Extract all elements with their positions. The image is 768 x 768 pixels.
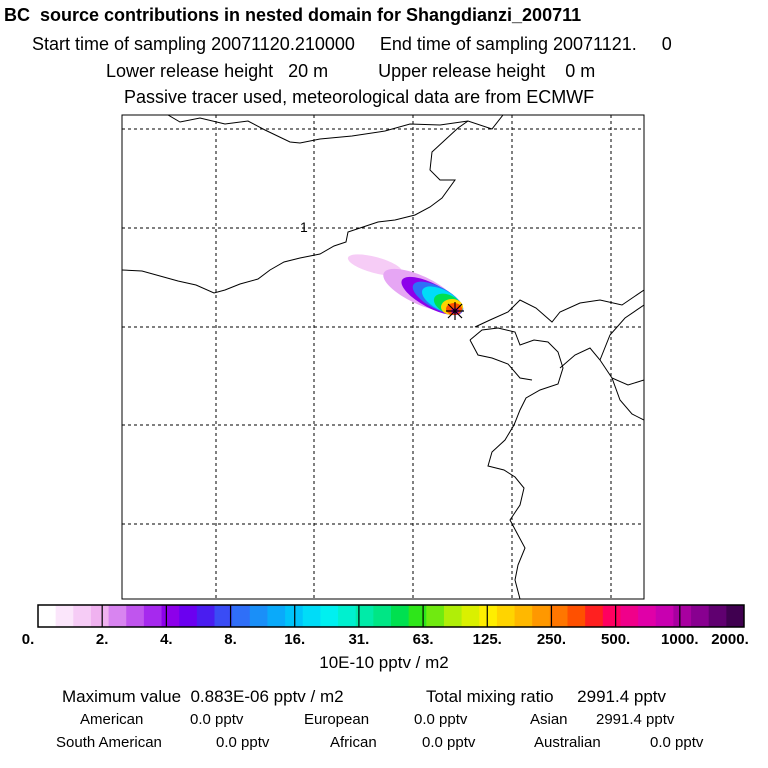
map-frame [121,114,645,600]
source-label: Asian [530,711,568,728]
source-label: European [304,711,370,728]
colorbar-units: 10E-10 pptv / m2 [319,653,449,672]
release-height-line: Lower release height 20 m Upper release … [106,61,596,81]
source-label: American [80,711,144,728]
source-value: 0.0 pptv [414,711,468,728]
contour-label: 1 [300,219,308,235]
source-value: 0.0 pptv [216,734,270,751]
receptor-star-icon [446,302,464,320]
max-value-text: Maximum value 0.883E-06 pptv / m2 [62,687,344,706]
map-panel: 1 [121,114,645,600]
source-label: Australian [534,734,601,751]
source-label: South American [56,734,162,751]
sampling-time-line: Start time of sampling 20071120.210000 E… [32,34,672,54]
source-value: 0.0 pptv [190,711,244,728]
map-content: 1 [122,115,644,599]
source-value: 0.0 pptv [422,734,476,751]
total-mixing-ratio-text: Total mixing ratio 2991.4 pptv [426,687,667,706]
source-value: 0.0 pptv [650,734,704,751]
tracer-info-line: Passive tracer used, meteorological data… [124,87,595,107]
graticule [122,115,644,599]
source-label: African [330,734,377,751]
borders-coastlines [122,115,644,599]
source-value: 2991.4 pptv [596,711,675,728]
plot-title: BC source contributions in nested domain… [4,5,582,25]
